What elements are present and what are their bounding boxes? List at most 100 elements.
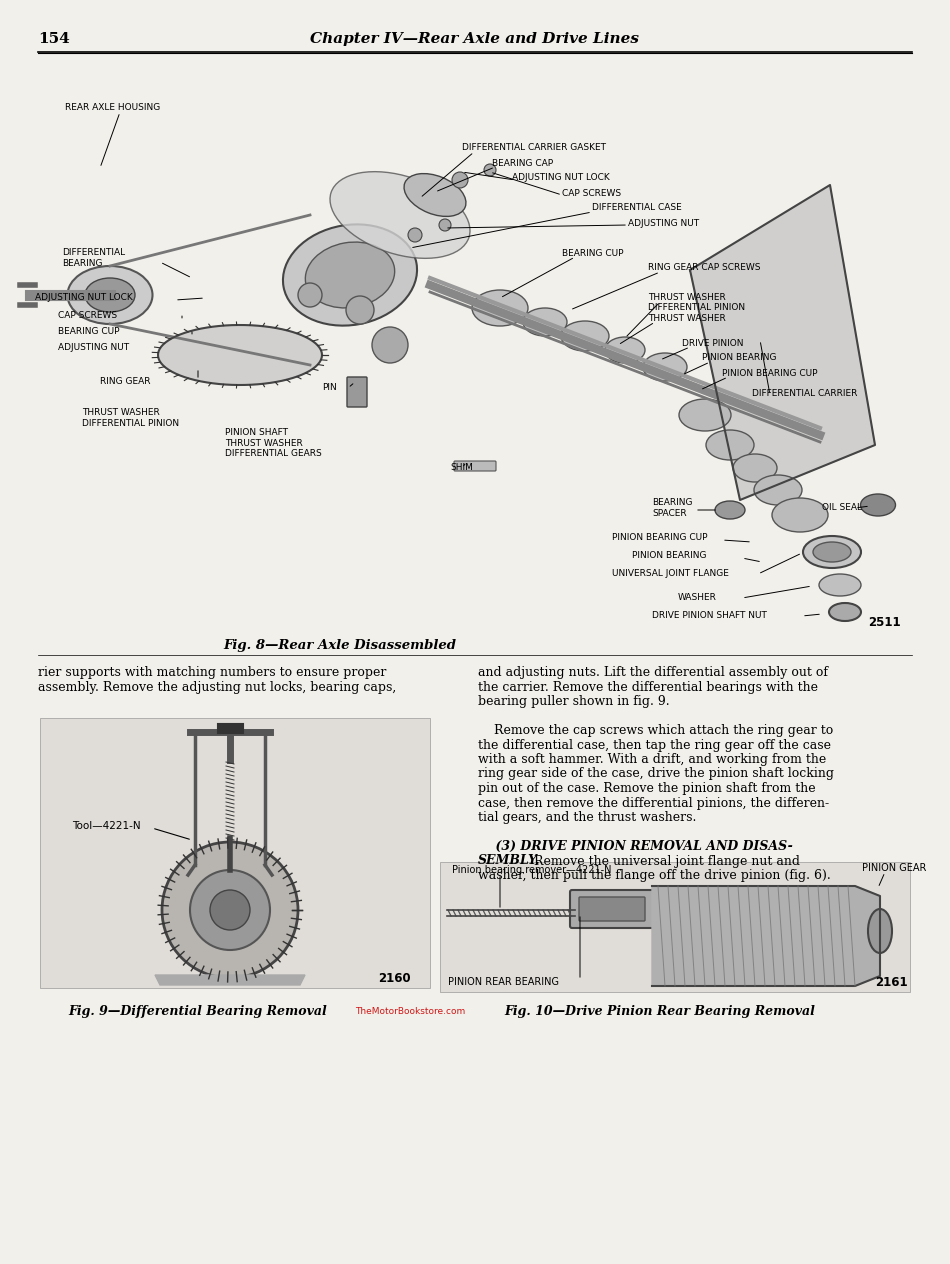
Text: RING GEAR: RING GEAR (100, 378, 150, 387)
Text: 2511: 2511 (868, 616, 901, 628)
Text: WASHER: WASHER (678, 594, 717, 603)
Circle shape (190, 870, 270, 951)
Text: ADJUSTING NUT: ADJUSTING NUT (628, 219, 699, 228)
Text: PINION BEARING CUP: PINION BEARING CUP (612, 533, 708, 542)
Text: ADJUSTING NUT: ADJUSTING NUT (58, 344, 129, 353)
Circle shape (210, 890, 250, 930)
Ellipse shape (561, 321, 609, 351)
Ellipse shape (754, 475, 802, 506)
Polygon shape (155, 975, 305, 985)
Circle shape (452, 172, 468, 188)
Ellipse shape (733, 454, 777, 482)
Text: pin out of the case. Remove the pinion shaft from the: pin out of the case. Remove the pinion s… (478, 782, 816, 795)
Text: rier supports with matching numbers to ensure proper: rier supports with matching numbers to e… (38, 666, 387, 679)
Text: ADJUSTING NUT LOCK: ADJUSTING NUT LOCK (512, 173, 610, 182)
Text: Chapter IV—Rear Axle and Drive Lines: Chapter IV—Rear Axle and Drive Lines (311, 32, 639, 46)
Ellipse shape (706, 430, 754, 460)
Text: Tool—4221-N: Tool—4221-N (72, 822, 141, 830)
Text: THRUST WASHER
DIFFERENTIAL PINION: THRUST WASHER DIFFERENTIAL PINION (82, 408, 180, 427)
Text: BEARING CUP: BEARING CUP (58, 327, 120, 336)
Text: DRIVE PINION SHAFT NUT: DRIVE PINION SHAFT NUT (652, 612, 767, 621)
Circle shape (484, 164, 496, 176)
Text: 154: 154 (38, 32, 69, 46)
Text: ring gear side of the case, drive the pinion shaft locking: ring gear side of the case, drive the pi… (478, 767, 834, 780)
Text: the carrier. Remove the differential bearings with the: the carrier. Remove the differential bea… (478, 680, 818, 694)
Ellipse shape (813, 542, 851, 562)
Text: DRIVE PINION: DRIVE PINION (682, 339, 744, 348)
Text: RING GEAR CAP SCREWS: RING GEAR CAP SCREWS (648, 263, 761, 273)
Text: bearing puller shown in fig. 9.: bearing puller shown in fig. 9. (478, 695, 670, 708)
Text: tial gears, and the thrust washers.: tial gears, and the thrust washers. (478, 811, 696, 824)
Ellipse shape (643, 353, 687, 380)
Text: REAR AXLE HOUSING: REAR AXLE HOUSING (65, 104, 161, 112)
Text: Pinion bearing remover—4221-N: Pinion bearing remover—4221-N (452, 865, 612, 875)
Text: DIFFERENTIAL PINION
THRUST WASHER: DIFFERENTIAL PINION THRUST WASHER (648, 303, 745, 322)
Ellipse shape (85, 278, 135, 312)
Polygon shape (652, 886, 880, 986)
Circle shape (439, 219, 451, 231)
Text: CAP SCREWS: CAP SCREWS (58, 311, 117, 321)
Circle shape (372, 327, 408, 363)
Text: ADJUSTING NUT LOCK: ADJUSTING NUT LOCK (35, 293, 133, 302)
Ellipse shape (819, 574, 861, 597)
Text: PINION BEARING CUP: PINION BEARING CUP (722, 369, 818, 378)
FancyBboxPatch shape (579, 897, 645, 921)
Text: DIFFERENTIAL CARRIER GASKET: DIFFERENTIAL CARRIER GASKET (462, 144, 606, 153)
Text: and adjusting nuts. Lift the differential assembly out of: and adjusting nuts. Lift the differentia… (478, 666, 828, 679)
Text: CAP SCREWS: CAP SCREWS (562, 188, 621, 197)
Ellipse shape (829, 603, 861, 621)
Text: PINION GEAR: PINION GEAR (862, 863, 926, 873)
Ellipse shape (472, 289, 528, 326)
Ellipse shape (523, 308, 567, 336)
Ellipse shape (772, 498, 828, 532)
Ellipse shape (605, 337, 645, 363)
Circle shape (162, 842, 298, 978)
Text: Fig. 8—Rear Axle Disassembled: Fig. 8—Rear Axle Disassembled (223, 638, 457, 651)
Text: SEMBLY.: SEMBLY. (478, 854, 541, 867)
Text: 2161: 2161 (875, 976, 907, 988)
Text: PIN: PIN (322, 383, 336, 393)
Polygon shape (690, 185, 875, 501)
Text: DIFFERENTIAL
BEARING: DIFFERENTIAL BEARING (62, 248, 125, 268)
FancyBboxPatch shape (347, 377, 367, 407)
Text: washer, then pull the flange off the drive pinion (fig. 6).: washer, then pull the flange off the dri… (478, 870, 830, 882)
Ellipse shape (861, 494, 896, 516)
Text: TheMotorBookstore.com: TheMotorBookstore.com (355, 1007, 466, 1016)
Text: OIL SEAL: OIL SEAL (822, 503, 862, 512)
Text: Remove the cap screws which attach the ring gear to: Remove the cap screws which attach the r… (478, 724, 833, 737)
Ellipse shape (67, 265, 153, 324)
Polygon shape (158, 325, 322, 386)
Text: BEARING CAP: BEARING CAP (492, 158, 553, 168)
Text: Remove the universal joint flange nut and: Remove the universal joint flange nut an… (530, 854, 800, 867)
Text: SHIM: SHIM (450, 464, 473, 473)
Ellipse shape (868, 909, 892, 953)
Ellipse shape (305, 241, 394, 308)
Text: (3) DRIVE PINION REMOVAL AND DISAS-: (3) DRIVE PINION REMOVAL AND DISAS- (478, 841, 793, 853)
Ellipse shape (803, 536, 861, 568)
Text: BEARING CUP: BEARING CUP (562, 249, 623, 258)
Text: PINION BEARING: PINION BEARING (632, 551, 707, 560)
Text: BEARING
SPACER: BEARING SPACER (652, 498, 693, 518)
Text: DIFFERENTIAL CASE: DIFFERENTIAL CASE (592, 204, 682, 212)
Text: DIFFERENTIAL CARRIER: DIFFERENTIAL CARRIER (752, 388, 857, 397)
Text: Fig. 9—Differential Bearing Removal: Fig. 9—Differential Bearing Removal (68, 1005, 328, 1019)
Circle shape (298, 283, 322, 307)
FancyBboxPatch shape (440, 862, 910, 992)
Circle shape (408, 228, 422, 241)
Circle shape (346, 296, 374, 324)
FancyBboxPatch shape (454, 461, 496, 471)
Ellipse shape (404, 173, 466, 216)
Text: Fig. 10—Drive Pinion Rear Bearing Removal: Fig. 10—Drive Pinion Rear Bearing Remova… (504, 1005, 815, 1019)
Ellipse shape (283, 225, 417, 326)
Text: with a soft hammer. With a drift, and working from the: with a soft hammer. With a drift, and wo… (478, 753, 826, 766)
Ellipse shape (715, 501, 745, 520)
Text: UNIVERSAL JOINT FLANGE: UNIVERSAL JOINT FLANGE (612, 570, 729, 579)
Text: assembly. Remove the adjusting nut locks, bearing caps,: assembly. Remove the adjusting nut locks… (38, 680, 396, 694)
Text: PINION BEARING: PINION BEARING (702, 354, 776, 363)
FancyBboxPatch shape (570, 890, 654, 928)
FancyBboxPatch shape (40, 718, 430, 988)
Text: PINION REAR BEARING: PINION REAR BEARING (448, 977, 559, 987)
Text: the differential case, then tap the ring gear off the case: the differential case, then tap the ring… (478, 738, 831, 752)
Ellipse shape (679, 399, 731, 431)
Ellipse shape (330, 172, 470, 258)
